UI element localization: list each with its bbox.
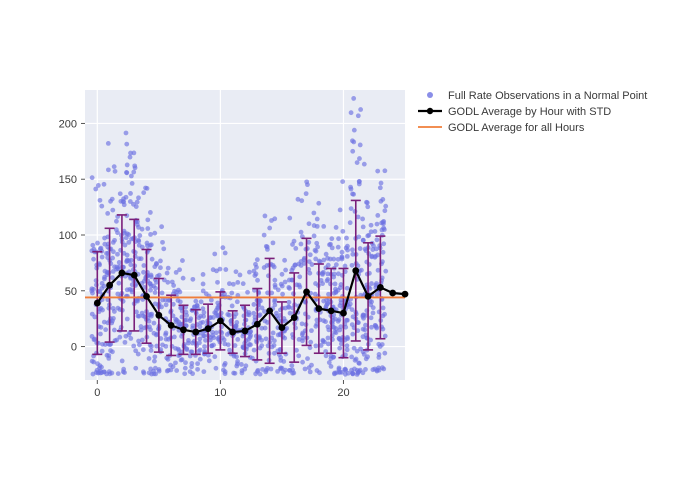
hourly-average-marker xyxy=(168,322,175,329)
legend-label: GODL Average for all Hours xyxy=(448,122,585,134)
hourly-average-marker xyxy=(303,288,310,295)
hourly-average-marker xyxy=(205,325,212,332)
hourly-average-marker xyxy=(402,291,409,298)
hourly-average-marker xyxy=(352,267,359,274)
tick-label-y: 200 xyxy=(59,118,77,130)
hourly-average-marker xyxy=(365,293,372,300)
hourly-average-marker xyxy=(315,305,322,312)
hourly-average-marker xyxy=(340,310,347,317)
hourly-average-marker xyxy=(106,282,113,289)
tick-label-x: 20 xyxy=(337,387,349,399)
hourly-average-marker xyxy=(217,317,224,324)
tick-label-y: 50 xyxy=(65,286,77,298)
hourly-average-marker xyxy=(119,270,126,277)
hourly-average-marker xyxy=(180,326,187,333)
hourly-average-marker xyxy=(131,272,138,279)
hourly-average-marker xyxy=(155,312,162,319)
tick-label-y: 100 xyxy=(59,230,77,242)
hourly-average-marker xyxy=(229,329,236,336)
hourly-average-marker xyxy=(94,300,101,307)
hourly-average-marker xyxy=(328,307,335,314)
legend-scatter-icon xyxy=(427,92,433,98)
hourly-average-marker xyxy=(192,329,199,336)
tick-label-x: 10 xyxy=(214,387,226,399)
hourly-average-marker xyxy=(143,293,150,300)
hourly-average-marker xyxy=(291,314,298,321)
hourly-average-marker xyxy=(279,324,286,331)
tick-label-y: 150 xyxy=(59,174,77,186)
hourly-average-marker xyxy=(266,307,273,314)
legend-label: GODL Average by Hour with STD xyxy=(448,106,611,118)
hourly-average-marker xyxy=(389,290,396,297)
legend: Full Rate Observations in a Normal Point… xyxy=(418,90,647,134)
legend-label: Full Rate Observations in a Normal Point xyxy=(448,90,647,102)
tick-label-x: 0 xyxy=(94,387,100,399)
tick-label-y: 0 xyxy=(71,342,77,354)
hourly-average-marker xyxy=(254,321,261,328)
legend-marker-icon xyxy=(427,108,433,114)
hourly-average-marker xyxy=(377,284,384,291)
hourly-average-marker xyxy=(242,328,249,335)
